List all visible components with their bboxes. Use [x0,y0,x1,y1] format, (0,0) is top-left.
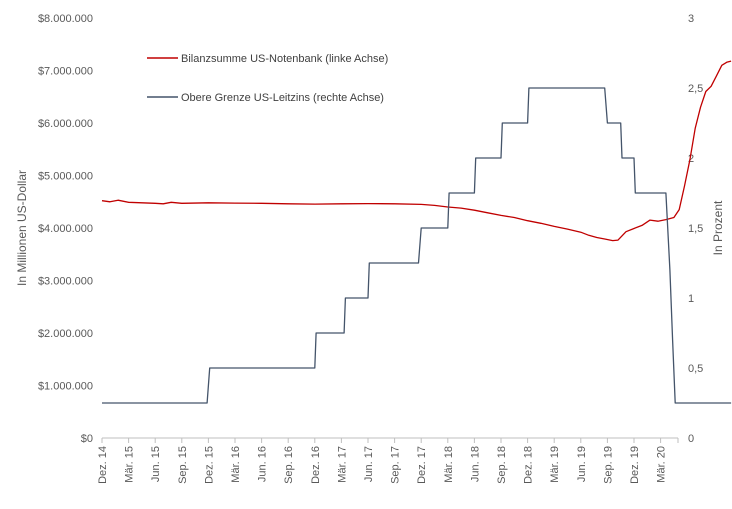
y-left-tick-labels: $0 $1.000.000 $2.000.000 $3.000.000 $4.000.0… [38,13,93,445]
y-left-tick-label: $3.000.000 [38,276,93,288]
x-tick-label: Dez. 17 [416,446,428,484]
x-tick-label: Jun. 16 [257,446,269,482]
x-tick-marks [101,438,679,443]
x-tick-label: Dez. 19 [629,446,641,484]
legend-label-rate: Obere Grenze US-Leitzins (rechte Achse) [181,92,384,104]
y-left-tick-label: $0 [81,433,93,445]
x-tick-label: Dez. 18 [523,446,535,484]
y-left-tick-label: $5.000.000 [38,171,93,183]
x-tick-labels: Dez. 14 Mär. 15 Jun. 15 Sep. 15 Dez. 15 Mär. … [97,446,668,484]
x-tick-label: Jun. 15 [150,446,162,482]
y-left-tick-label: $8.000.000 [38,13,93,25]
x-tick-label: Jun. 17 [363,446,375,482]
y-left-tick-label: $1.000.000 [38,381,93,393]
x-tick-label: Jun. 19 [576,446,588,482]
x-tick-label: Dez. 16 [310,446,322,484]
legend-label-balance: Bilanzsumme US-Notenbank (linke Achse) [181,53,388,65]
x-tick-label: Sep. 16 [283,446,295,484]
x-tick-label: Sep. 17 [390,446,402,484]
y-left-tick-label: $6.000.000 [38,118,93,130]
y-left-tick-label: $7.000.000 [38,66,93,78]
y-left-axis-title: In Millionen US-Dollar [15,170,29,286]
series-line-balance [101,60,732,242]
x-tick-label: Jun. 18 [469,446,481,482]
y-left-tick-label: $2.000.000 [38,328,93,340]
y-left-tick-label: $4.000.000 [38,223,93,235]
x-tick-label: Mär. 20 [656,446,668,483]
x-tick-label: Dez. 15 [203,446,215,484]
x-tick-label: Mär. 19 [549,446,561,483]
legend: Bilanzsumme US-Notenbank (linke Achse) O… [147,53,388,104]
y-right-axis-title: In Prozent [711,200,725,255]
y-right-tick-labels: 0 0,5 1 1,5 2 2,5 3 [688,13,703,445]
x-tick-label: Mär. 16 [230,446,242,483]
x-tick-label: Sep. 18 [496,446,508,484]
series-layer [101,60,732,404]
y-right-tick-label: 2 [688,153,694,165]
y-right-tick-label: 3 [688,13,694,25]
y-right-tick-label: 1,5 [688,223,703,235]
x-tick-label: Mär. 18 [443,446,455,483]
y-right-tick-label: 0,5 [688,363,703,375]
y-right-tick-label: 1 [688,293,694,305]
x-tick-label: Sep. 19 [602,446,614,484]
y-right-tick-label: 0 [688,433,694,445]
series-line-rate [102,87,732,404]
x-tick-label: Mär. 15 [124,446,136,483]
y-right-tick-label: 2,5 [688,83,703,95]
x-tick-label: Mär. 17 [336,446,348,483]
x-tick-label: Sep. 15 [177,446,189,484]
x-tick-label: Dez. 14 [97,446,109,484]
